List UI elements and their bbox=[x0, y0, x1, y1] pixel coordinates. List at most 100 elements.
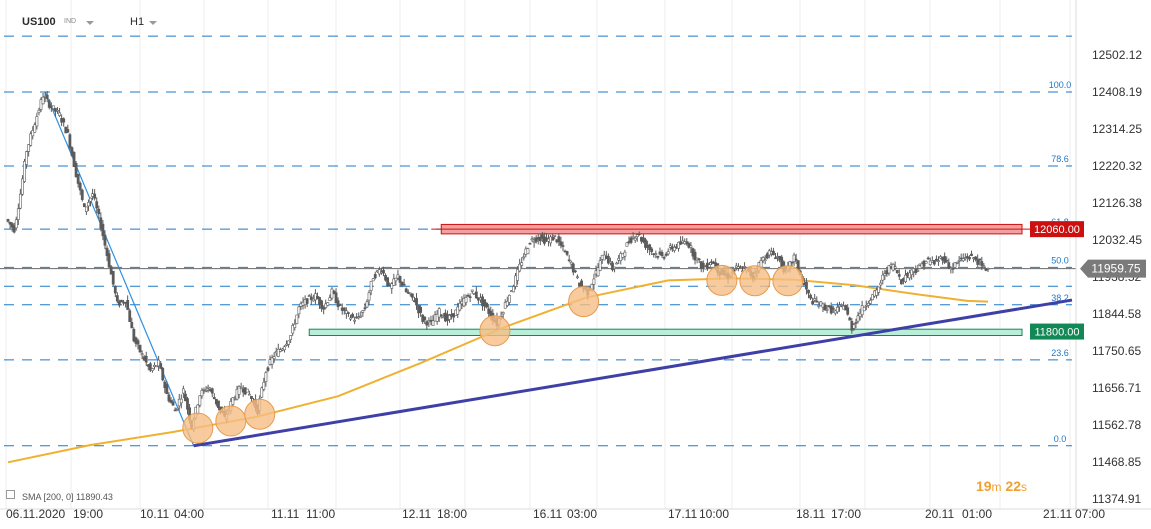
symbol-label[interactable]: US100 bbox=[22, 16, 56, 28]
candle-body bbox=[501, 312, 505, 315]
candle-body bbox=[693, 251, 697, 261]
candle-body bbox=[893, 266, 897, 269]
candle-body bbox=[410, 293, 414, 298]
candle-body bbox=[338, 304, 342, 306]
candle-body bbox=[344, 310, 348, 314]
candle-body bbox=[423, 316, 427, 321]
candle-body bbox=[840, 304, 843, 306]
candle-body bbox=[505, 301, 509, 306]
candle-body bbox=[97, 208, 101, 215]
candle-body bbox=[862, 306, 866, 312]
highlight-circle bbox=[739, 265, 771, 297]
candle-body bbox=[947, 262, 951, 269]
candle-body bbox=[951, 268, 955, 270]
timeframe-chevron-icon[interactable] bbox=[149, 21, 157, 25]
timeframe-label[interactable]: H1 bbox=[130, 16, 145, 28]
candle-body bbox=[687, 243, 691, 248]
candle-body bbox=[743, 266, 746, 268]
candle-body bbox=[774, 257, 777, 260]
candle-body bbox=[247, 393, 251, 396]
indicator-settings-icon[interactable] bbox=[6, 490, 15, 499]
fib-level-label: 38.2 bbox=[1051, 293, 1069, 303]
candle-body bbox=[351, 313, 354, 318]
candle-body bbox=[12, 225, 16, 233]
candle-body bbox=[386, 277, 390, 287]
candle-body bbox=[514, 275, 517, 287]
candle-body bbox=[272, 356, 276, 359]
candle-body bbox=[526, 248, 530, 255]
candle-body bbox=[130, 322, 134, 329]
candle-body bbox=[615, 262, 619, 265]
candle-body bbox=[943, 256, 947, 263]
candle-body bbox=[18, 193, 22, 209]
time-axis-tick-label: 16.11 bbox=[533, 507, 562, 521]
candle-body bbox=[419, 306, 423, 313]
candle-body bbox=[266, 367, 270, 371]
candle-body bbox=[76, 173, 80, 184]
sma-indicator-legend[interactable]: SMA [200, 0] 11890.43 bbox=[22, 492, 113, 502]
resistance-price-tag: 12060.00 bbox=[1034, 224, 1080, 236]
candle-body bbox=[186, 398, 189, 410]
candle-body bbox=[633, 237, 637, 241]
candle-body bbox=[74, 162, 78, 178]
candle-body bbox=[415, 298, 418, 306]
candle-body bbox=[708, 264, 711, 268]
support-zone bbox=[308, 328, 1023, 336]
instrument-type-label: IND bbox=[64, 18, 77, 25]
candle-body bbox=[879, 282, 883, 286]
candle-body bbox=[41, 96, 45, 105]
candle-body bbox=[276, 348, 280, 357]
candle-body bbox=[609, 261, 612, 264]
candle-body bbox=[66, 129, 70, 133]
candle-body bbox=[516, 269, 520, 281]
candle-body bbox=[528, 242, 532, 245]
candle-body bbox=[328, 297, 332, 302]
candle-body bbox=[532, 240, 536, 243]
candle-body bbox=[68, 134, 72, 148]
candle-body bbox=[625, 242, 629, 247]
candle-body bbox=[206, 386, 210, 389]
candle-body bbox=[986, 268, 990, 270]
candle-body bbox=[367, 292, 371, 301]
candle-body bbox=[881, 274, 885, 281]
candle-body bbox=[103, 234, 107, 246]
time-axis-tick-label: 21.11 bbox=[1043, 507, 1072, 521]
candle-body bbox=[926, 257, 930, 260]
candle-body bbox=[650, 248, 654, 252]
candle-body bbox=[522, 256, 526, 259]
candle-body bbox=[648, 244, 652, 251]
price-axis-tick-label: 12126.38 bbox=[1092, 196, 1142, 210]
candle-body bbox=[148, 363, 152, 371]
candle-body bbox=[23, 161, 26, 182]
price-axis-tick-label: 11656.71 bbox=[1092, 381, 1141, 395]
candle-body bbox=[175, 407, 179, 410]
candle-body bbox=[765, 253, 769, 259]
candle-body bbox=[904, 274, 907, 282]
candle-body bbox=[402, 283, 406, 286]
candle-body bbox=[283, 346, 286, 351]
candle-body bbox=[184, 393, 187, 402]
candle-body bbox=[464, 297, 468, 303]
candle-body bbox=[392, 278, 396, 286]
candle-body bbox=[871, 294, 874, 301]
candle-body bbox=[916, 269, 920, 272]
time-axis-tick-label: 12.11 bbox=[402, 507, 431, 521]
price-axis-tick-label: 11750.65 bbox=[1092, 344, 1141, 358]
candle-body bbox=[78, 182, 82, 191]
candle-body bbox=[485, 302, 489, 308]
highlight-circle bbox=[568, 286, 600, 318]
candle-body bbox=[45, 94, 49, 99]
price-axis-tick-label: 11374.91 bbox=[1092, 492, 1141, 506]
candle-body bbox=[363, 307, 367, 310]
candle-body bbox=[573, 270, 577, 273]
candle-body bbox=[56, 110, 59, 112]
candle-body bbox=[963, 257, 967, 259]
candle-body bbox=[425, 321, 429, 326]
candle-body bbox=[761, 257, 765, 261]
candle-body bbox=[93, 193, 97, 199]
instrument-type-chevron-icon[interactable] bbox=[86, 21, 94, 25]
time-axis-tick-label: 17:00 bbox=[831, 507, 861, 521]
candle-body bbox=[278, 349, 282, 352]
price-axis-tick-label: 12502.12 bbox=[1092, 48, 1142, 62]
